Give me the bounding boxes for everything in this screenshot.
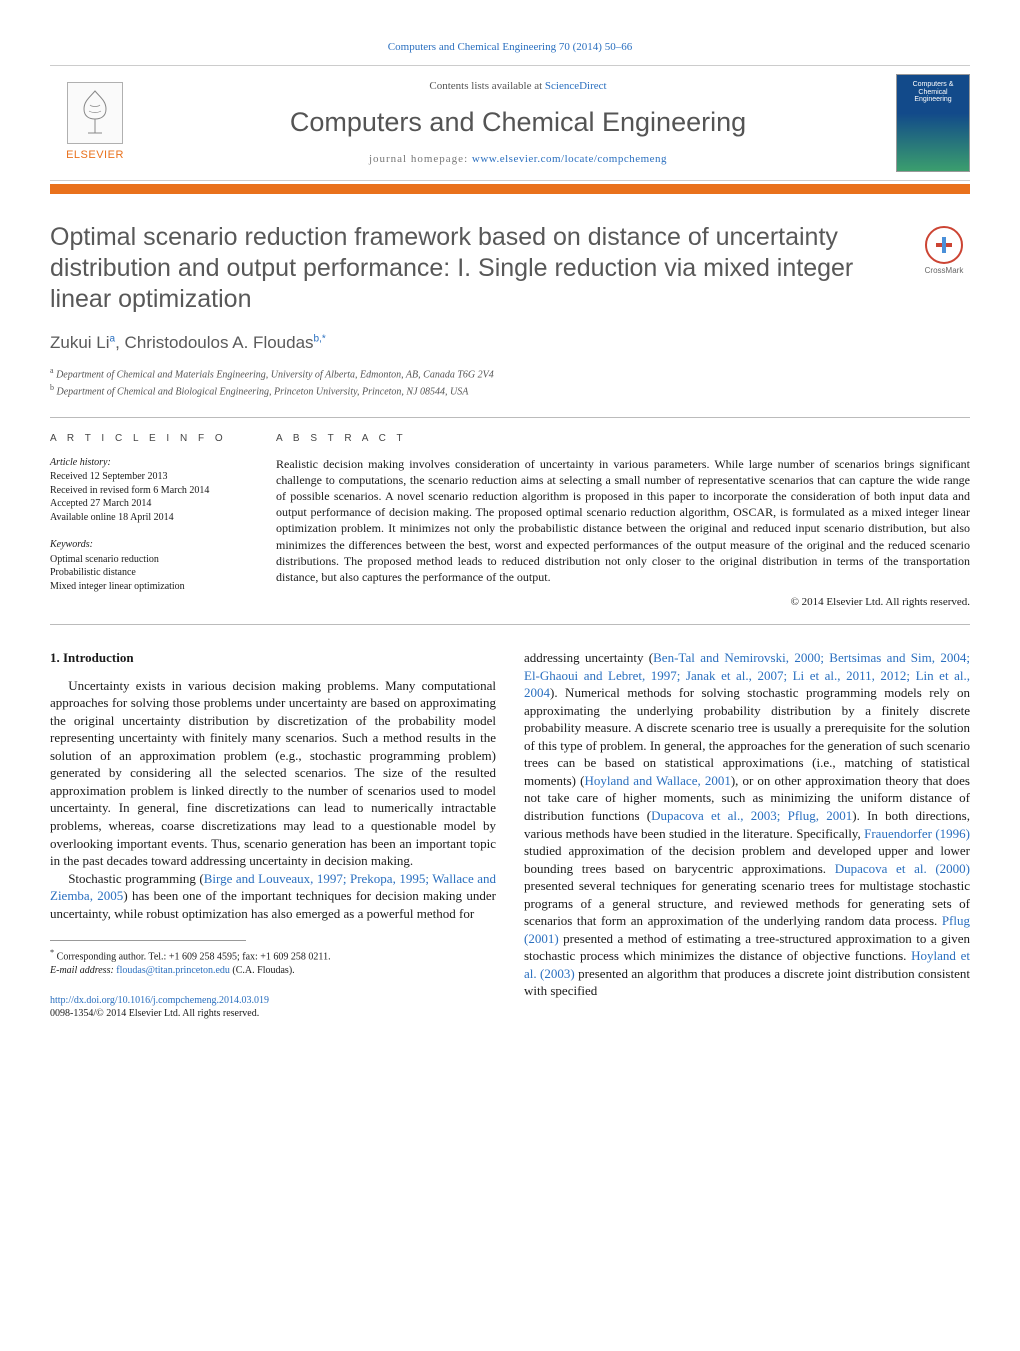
body-text: Stochastic programming (: [68, 871, 204, 886]
author-2-aff: b,: [314, 333, 322, 344]
column-right: addressing uncertainty (Ben-Tal and Nemi…: [524, 649, 970, 1021]
masthead: ELSEVIER Contents lists available at Sci…: [50, 65, 970, 181]
article-history-label: Article history:: [50, 456, 244, 470]
author-1-name: Zukui Li: [50, 333, 110, 352]
keyword: Probabilistic distance: [50, 566, 244, 580]
abstract-heading: a b s t r a c t: [276, 432, 970, 446]
journal-cover-thumb: Computers & Chemical Engineering: [896, 74, 970, 172]
body-text: presented an algorithm that produces a d…: [524, 966, 970, 999]
homepage-label: journal homepage:: [369, 153, 472, 165]
affiliations: a Department of Chemical and Materials E…: [50, 365, 970, 400]
paper-title: Optimal scenario reduction framework bas…: [50, 222, 902, 316]
affiliation-b: b Department of Chemical and Biological …: [50, 382, 970, 399]
section-heading: 1. Introduction: [50, 649, 496, 667]
citation-link[interactable]: Hoyland and Wallace, 2001: [584, 773, 730, 788]
publisher-logo-block: ELSEVIER: [50, 82, 140, 163]
citation-link[interactable]: Frauendorfer (1996): [864, 826, 970, 841]
article-info-block: a r t i c l e i n f o Article history: R…: [50, 418, 260, 624]
author-2-name: Christodoulos A. Floudas: [125, 333, 314, 352]
crossmark-badge[interactable]: CrossMark: [918, 226, 970, 277]
email-label: E-mail address:: [50, 965, 114, 976]
article-info-heading: a r t i c l e i n f o: [50, 432, 244, 446]
article-history-block: Article history: Received 12 September 2…: [50, 456, 244, 525]
affiliation-b-text: Department of Chemical and Biological En…: [57, 386, 469, 397]
affiliation-a-text: Department of Chemical and Materials Eng…: [56, 369, 494, 380]
body-text: presented several techniques for generat…: [524, 878, 970, 928]
meta-grid: a r t i c l e i n f o Article history: R…: [50, 417, 970, 625]
corr-mark: *: [322, 333, 326, 344]
homepage-link[interactable]: www.elsevier.com/locate/compchemeng: [472, 153, 667, 165]
corresponding-footnote: * Corresponding author. Tel.: +1 609 258…: [50, 947, 496, 977]
column-left: 1. Introduction Uncertainty exists in va…: [50, 649, 496, 1021]
abstract-block: a b s t r a c t Realistic decision makin…: [260, 418, 970, 624]
keyword: Optimal scenario reduction: [50, 553, 244, 567]
publisher-wordmark: ELSEVIER: [66, 148, 124, 163]
abstract-copyright: © 2014 Elsevier Ltd. All rights reserved…: [276, 595, 970, 610]
corr-author-label: Corresponding author. Tel.: +1 609 258 4…: [57, 952, 331, 963]
crossmark-label: CrossMark: [925, 266, 964, 277]
abstract-text: Realistic decision making involves consi…: [276, 456, 970, 586]
journal-homepage-line: journal homepage: www.elsevier.com/locat…: [140, 152, 896, 167]
body-text: presented a method of estimating a tree-…: [524, 931, 970, 964]
footnote-separator: [50, 940, 246, 941]
header-citation-link[interactable]: Computers and Chemical Engineering 70 (2…: [388, 41, 632, 53]
footnote-mark: *: [50, 948, 54, 957]
citation-link[interactable]: Dupacova et al. (2000): [835, 861, 970, 876]
email-person: (C.A. Floudas).: [232, 965, 294, 976]
masthead-center: Contents lists available at ScienceDirec…: [140, 79, 896, 167]
history-line: Received in revised form 6 March 2014: [50, 484, 244, 498]
header-citation: Computers and Chemical Engineering 70 (2…: [50, 40, 970, 55]
issn-copyright-line: 0098-1354/© 2014 Elsevier Ltd. All right…: [50, 1007, 496, 1021]
body-para: Uncertainty exists in various decision m…: [50, 677, 496, 870]
corr-author-email[interactable]: floudas@titan.princeton.edu: [116, 965, 230, 976]
elsevier-tree-icon: [67, 82, 123, 144]
body-para: addressing uncertainty (Ben-Tal and Nemi…: [524, 649, 970, 1000]
crossmark-icon: [925, 226, 963, 264]
keywords-block: Keywords: Optimal scenario reduction Pro…: [50, 538, 244, 593]
doi-block: http://dx.doi.org/10.1016/j.compchemeng.…: [50, 994, 496, 1021]
history-line: Received 12 September 2013: [50, 470, 244, 484]
history-line: Accepted 27 March 2014: [50, 497, 244, 511]
body-columns: 1. Introduction Uncertainty exists in va…: [50, 649, 970, 1021]
lists-prefix: Contents lists available at: [429, 80, 544, 92]
keyword: Mixed integer linear optimization: [50, 580, 244, 594]
orange-divider-bar: [50, 184, 970, 194]
journal-name: Computers and Chemical Engineering: [140, 104, 896, 140]
body-text: addressing uncertainty (: [524, 650, 653, 665]
sciencedirect-link[interactable]: ScienceDirect: [545, 80, 607, 92]
history-line: Available online 18 April 2014: [50, 511, 244, 525]
title-row: Optimal scenario reduction framework bas…: [50, 222, 970, 332]
body-para: Stochastic programming (Birge and Louvea…: [50, 870, 496, 923]
authors-line: Zukui Lia, Christodoulos A. Floudasb,*: [50, 332, 970, 355]
lists-available-line: Contents lists available at ScienceDirec…: [140, 79, 896, 94]
affiliation-a: a Department of Chemical and Materials E…: [50, 365, 970, 382]
author-sep: ,: [115, 333, 124, 352]
citation-link[interactable]: Dupacova et al., 2003; Pflug, 2001: [651, 808, 852, 823]
keywords-label: Keywords:: [50, 538, 244, 552]
cover-thumb-text: Computers & Chemical Engineering: [897, 81, 969, 104]
doi-link[interactable]: http://dx.doi.org/10.1016/j.compchemeng.…: [50, 995, 269, 1006]
